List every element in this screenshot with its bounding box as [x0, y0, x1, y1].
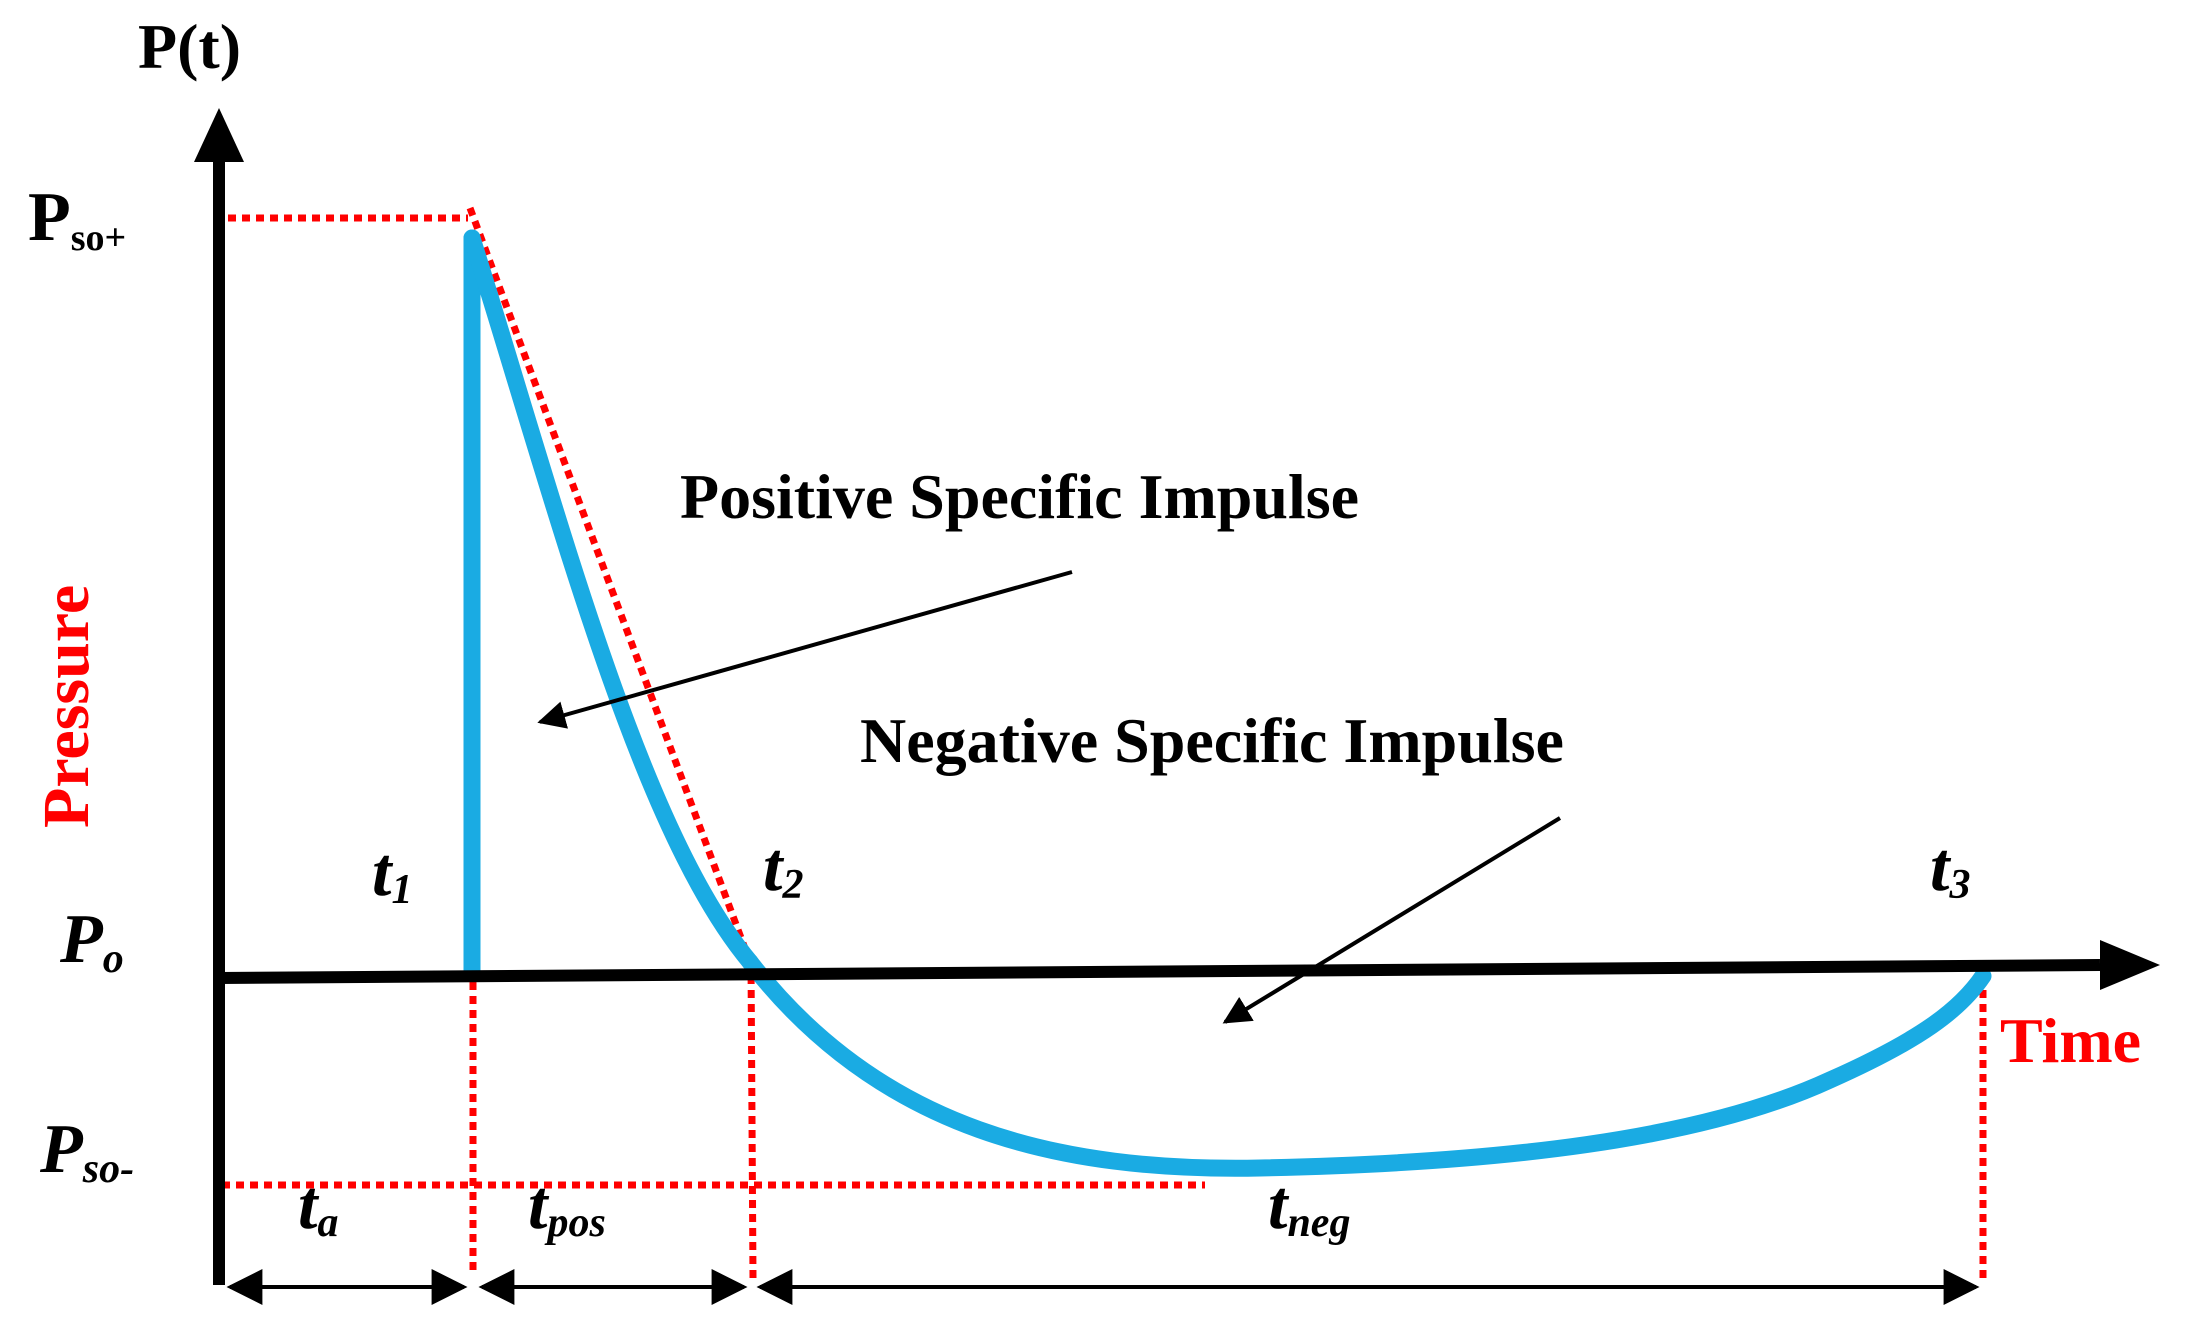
y-axis-arrowhead [194, 108, 244, 162]
pressure-curve [463, 229, 1992, 1177]
pressure-axis-label: Pressure [30, 585, 103, 828]
guide-linear-decay [466, 206, 754, 964]
positive-impulse-annotation: Positive Specific Impulse [680, 461, 1359, 532]
arrival-time-label: ta [298, 1167, 338, 1246]
axes [213, 150, 2101, 1285]
peak-positive-pressure-label: Pso+ [28, 179, 126, 259]
guide-lines [222, 206, 1987, 1279]
negative-duration-label: tneg [1268, 1167, 1350, 1246]
annotation-arrows [537, 570, 1562, 1024]
negative-impulse-arrow [1222, 816, 1562, 1024]
x-axis [218, 959, 2101, 984]
peak-negative-pressure-label: Pso- [39, 1111, 134, 1192]
positive-impulse-arrow [537, 570, 1073, 729]
negative-impulse-annotation: Negative Specific Impulse [860, 705, 1564, 776]
positive-phase-decay [463, 229, 759, 971]
t3-label: t3 [1930, 829, 1970, 908]
ambient-pressure-label: Po [59, 901, 124, 982]
t2-label: t2 [763, 829, 803, 908]
positive-duration-label: tpos [528, 1167, 606, 1246]
t1-label: t1 [372, 834, 412, 913]
negative-phase [741, 953, 1992, 1177]
y-axis-title: P(t) [138, 11, 241, 82]
time-axis-label: Time [2000, 1005, 2141, 1076]
x-axis-arrowhead [2100, 940, 2160, 990]
guide-t2-vertical [747, 961, 757, 1279]
